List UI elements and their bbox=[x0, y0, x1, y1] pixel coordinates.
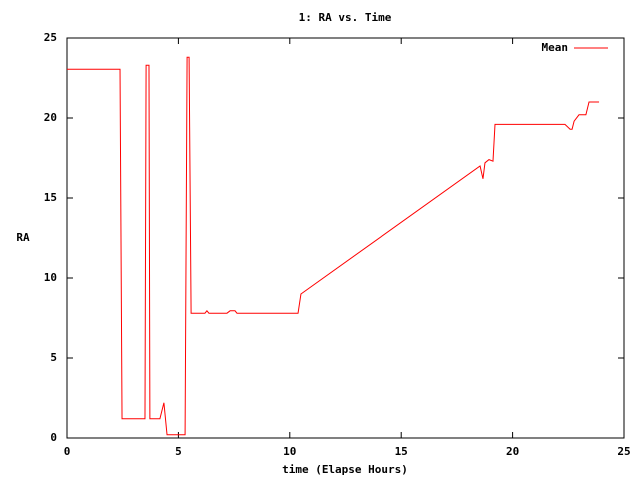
x-tick-label: 20 bbox=[506, 445, 519, 458]
x-tick-label: 25 bbox=[617, 445, 630, 458]
data-line bbox=[67, 56, 600, 436]
y-tick-label: 25 bbox=[44, 31, 57, 44]
x-tick-label: 0 bbox=[64, 445, 71, 458]
y-tick-label: 10 bbox=[44, 271, 57, 284]
x-tick-label: 10 bbox=[283, 445, 296, 458]
y-axis-label: RA bbox=[16, 231, 30, 244]
x-axis-label: time (Elapse Hours) bbox=[282, 463, 408, 476]
plot-frame bbox=[66, 37, 625, 439]
x-tick-label: 15 bbox=[395, 445, 408, 458]
y-tick-label: 20 bbox=[44, 111, 57, 124]
y-tick-label: 5 bbox=[50, 351, 57, 364]
y-tick-label: 15 bbox=[44, 191, 57, 204]
chart-title: 1: RA vs. Time bbox=[299, 11, 392, 24]
x-tick-label: 5 bbox=[175, 445, 182, 458]
y-tick-label: 0 bbox=[50, 431, 57, 444]
legend-label: Mean bbox=[542, 41, 569, 54]
